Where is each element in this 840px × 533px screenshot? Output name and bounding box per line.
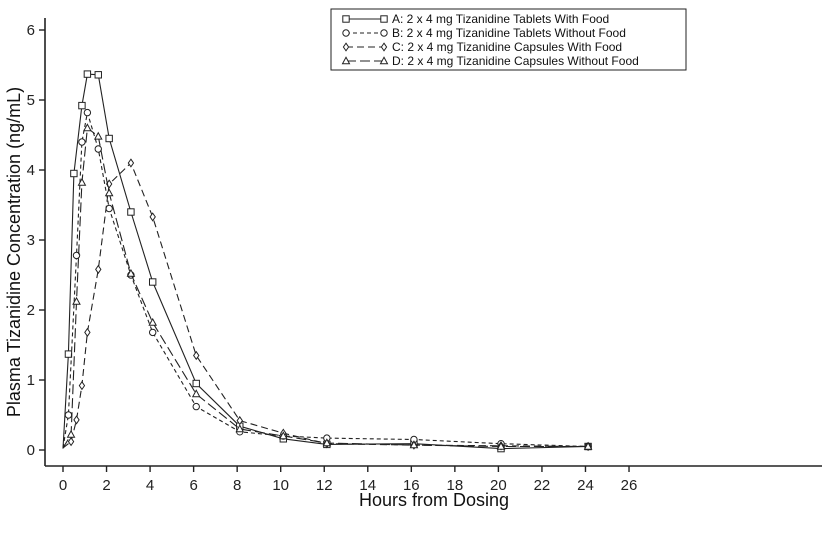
x-tick-label: 16 bbox=[403, 477, 420, 494]
y-axis-title: Plasma Tizanidine Concentration (ng/mL) bbox=[4, 87, 24, 417]
series-line bbox=[62, 112, 589, 448]
legend-item: B: 2 x 4 mg Tizanidine Tablets Without F… bbox=[342, 26, 626, 40]
x-tick-label: 20 bbox=[490, 477, 507, 494]
series-a bbox=[62, 70, 592, 453]
x-tick-label: 10 bbox=[272, 477, 289, 494]
series-line bbox=[62, 126, 589, 449]
data-point bbox=[67, 436, 75, 447]
data-point bbox=[72, 296, 81, 305]
data-point bbox=[64, 350, 73, 358]
data-point bbox=[148, 317, 158, 326]
x-tick-label: 14 bbox=[359, 477, 376, 494]
data-point bbox=[148, 278, 157, 286]
data-point bbox=[104, 188, 114, 197]
data-point bbox=[84, 327, 91, 338]
x-tick-label: 12 bbox=[316, 477, 333, 494]
data-point bbox=[127, 158, 135, 168]
data-point bbox=[192, 379, 200, 388]
y-tick-label: 2 bbox=[27, 302, 35, 319]
data-point bbox=[149, 212, 156, 222]
data-point bbox=[192, 402, 200, 411]
legend-marker bbox=[342, 15, 350, 23]
data-point bbox=[583, 441, 593, 450]
data-point bbox=[126, 268, 136, 277]
legend-item: C: 2 x 4 mg Tizanidine Capsules With Foo… bbox=[342, 40, 622, 54]
data-point bbox=[64, 411, 73, 419]
legend-box bbox=[330, 8, 687, 71]
data-point bbox=[72, 251, 81, 260]
data-point bbox=[193, 350, 200, 361]
x-tick-label: 6 bbox=[189, 477, 197, 494]
y-tick-label: 0 bbox=[27, 442, 35, 459]
x-tick-label: 4 bbox=[146, 477, 154, 494]
legend-marker bbox=[342, 29, 350, 37]
y-tick-label: 1 bbox=[27, 372, 35, 389]
legend-label: D: 2 x 4 mg Tizanidine Capsules Without … bbox=[392, 54, 639, 68]
legend-item: A: 2 x 4 mg Tizanidine Tablets With Food bbox=[342, 12, 609, 26]
data-point bbox=[83, 108, 92, 117]
data-point bbox=[278, 431, 288, 440]
data-point bbox=[95, 264, 102, 275]
data-point bbox=[127, 208, 135, 216]
y-tick-label: 3 bbox=[27, 232, 35, 249]
data-point bbox=[73, 415, 80, 425]
data-point bbox=[94, 145, 102, 153]
legend-marker bbox=[379, 56, 389, 65]
x-tick-label: 26 bbox=[621, 477, 638, 494]
legend-label: A: 2 x 4 mg Tizanidine Tablets With Food bbox=[392, 12, 609, 26]
data-point bbox=[77, 177, 87, 186]
series-c bbox=[62, 158, 592, 452]
data-point bbox=[496, 441, 506, 450]
data-point bbox=[409, 440, 419, 449]
y-tick-label: 6 bbox=[27, 22, 35, 39]
x-tick-label: 22 bbox=[534, 477, 551, 494]
series-layer bbox=[62, 70, 593, 453]
data-point bbox=[83, 123, 92, 132]
series-d bbox=[62, 123, 593, 450]
data-point bbox=[70, 169, 78, 178]
data-point bbox=[83, 70, 92, 78]
x-tick-label: 24 bbox=[577, 477, 594, 494]
data-point bbox=[78, 101, 86, 110]
legend-marker bbox=[342, 42, 350, 52]
x-tick-label: 18 bbox=[447, 477, 464, 494]
data-point bbox=[93, 131, 103, 140]
series-b bbox=[62, 108, 592, 451]
legend-marker bbox=[341, 56, 351, 65]
legend-item: D: 2 x 4 mg Tizanidine Capsules Without … bbox=[341, 54, 639, 68]
data-point bbox=[148, 328, 157, 337]
legend: A: 2 x 4 mg Tizanidine Tablets With Food… bbox=[330, 8, 687, 71]
legend-marker bbox=[380, 15, 388, 23]
data-point bbox=[191, 389, 201, 398]
series-line bbox=[62, 73, 589, 450]
legend-marker bbox=[380, 42, 388, 52]
data-point bbox=[66, 429, 76, 438]
data-point bbox=[78, 380, 86, 391]
axes bbox=[44, 18, 822, 467]
y-tick-label: 5 bbox=[27, 92, 35, 109]
y-ticks: 0 1 2 3 4 5 6 bbox=[27, 22, 45, 459]
y-tick-label: 4 bbox=[27, 162, 35, 179]
data-point bbox=[78, 138, 86, 146]
x-ticks: 0 2 4 6 8 10 12 14 16 18 20 22 24 26 bbox=[59, 466, 638, 494]
data-point bbox=[322, 438, 332, 447]
series-line bbox=[62, 162, 589, 449]
x-axis-title: Hours from Dosing bbox=[359, 490, 509, 510]
x-tick-label: 0 bbox=[59, 477, 67, 494]
x-tick-label: 8 bbox=[233, 477, 241, 494]
legend-label: C: 2 x 4 mg Tizanidine Capsules With Foo… bbox=[392, 40, 622, 54]
data-point bbox=[235, 424, 245, 433]
legend-marker bbox=[380, 29, 388, 37]
data-point bbox=[105, 134, 113, 143]
x-tick-label: 2 bbox=[102, 477, 110, 494]
data-point bbox=[94, 71, 102, 79]
legend-label: B: 2 x 4 mg Tizanidine Tablets Without F… bbox=[392, 26, 626, 40]
